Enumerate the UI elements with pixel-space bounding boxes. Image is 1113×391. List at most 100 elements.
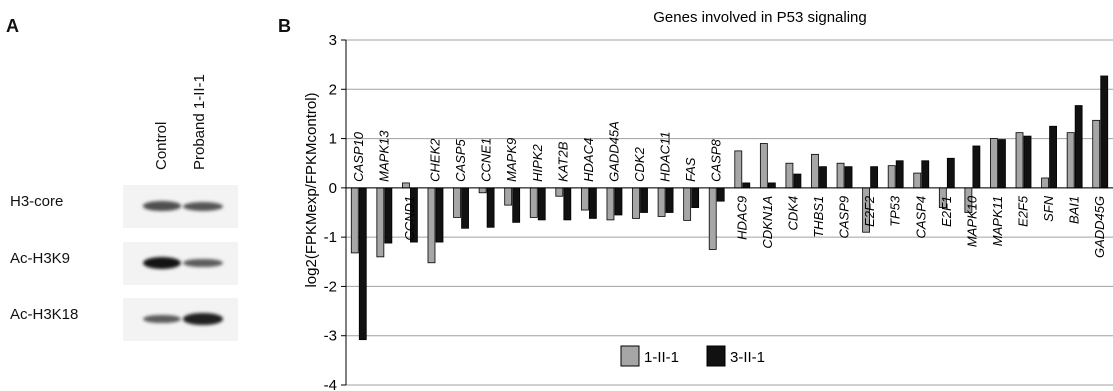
bar-1-II-1-SFN [1041, 177, 1049, 189]
bar-3-II-1-BAI1 [1074, 105, 1083, 189]
legend: 1-II-1 3-II-1 [620, 345, 765, 367]
category-label-MAPK9: MAPK9 [504, 138, 519, 182]
bar-3-II-1-E2F2 [870, 166, 879, 189]
bar-3-II-1-CASP8 [716, 187, 725, 202]
bar-3-II-1-CASP10 [358, 187, 367, 341]
bar-1-II-1-HDAC11 [657, 187, 666, 217]
category-label-BAI1: BAI1 [1067, 196, 1082, 224]
bar-3-II-1-E2F5 [1023, 135, 1032, 189]
legend-label-1-ii-1: 1-II-1 [644, 349, 679, 366]
bar-3-II-1-MAPK13 [384, 187, 393, 244]
legend-swatch-1-ii-1 [620, 345, 640, 367]
blot-band [143, 314, 181, 324]
category-label-HDAC9: HDAC9 [734, 196, 749, 240]
bar-3-II-1-TP53 [895, 160, 904, 189]
category-label-CCND1: CCND1 [402, 196, 417, 241]
bar-3-II-1-HDAC9 [742, 182, 751, 189]
legend-swatch-3-ii-1 [706, 345, 726, 367]
bar-1-II-1-FAS [683, 187, 692, 221]
bar-3-II-1-CASP4 [921, 160, 930, 189]
category-label-MAPK11: MAPK11 [990, 196, 1005, 246]
lane-label-proband: Proband 1-II-1 [191, 74, 208, 170]
blot-band [183, 258, 223, 268]
bar-1-II-1-TP53 [887, 165, 896, 189]
y-tick-label: 2 [329, 81, 337, 98]
bar-3-II-1-CCNE1 [486, 187, 495, 228]
lane-label-control: Control [153, 121, 170, 170]
category-label-MAPK10: MAPK10 [964, 195, 979, 247]
blot-band [143, 257, 181, 269]
bar-3-II-1-CASP9 [844, 166, 853, 189]
bar-3-II-1-CDK4 [793, 173, 802, 189]
bar-3-II-1-MAPK9 [512, 187, 521, 223]
category-label-MAPK13: MAPK13 [376, 130, 391, 182]
category-label-CASP8: CASP8 [709, 138, 724, 181]
category-label-HIPK2: HIPK2 [530, 144, 545, 182]
y-tick-label: 0 [329, 180, 337, 197]
bar-1-II-1-CASP5 [453, 187, 461, 218]
blot-ac-h3k9 [123, 242, 238, 285]
blot-band [143, 201, 181, 211]
y-axis-label: log2(FPKMexp/FPKMcontrol) [303, 92, 320, 287]
bar-1-II-1-CCND1 [402, 182, 410, 189]
bar-1-II-1-CDK2 [632, 187, 640, 219]
bar-1-II-1-CASP10 [350, 187, 359, 254]
category-label-E2F2: E2F2 [862, 195, 877, 227]
category-label-HDAC11: HDAC11 [658, 132, 673, 182]
bar-1-II-1-CDK4 [785, 162, 794, 189]
bar-3-II-1-HDAC4 [588, 187, 597, 219]
y-tick-label: 1 [329, 131, 337, 148]
bar-3-II-1-CHEK2 [435, 187, 444, 243]
bar-1-II-1-MAPK13 [376, 187, 385, 258]
bar-1-II-1-KAT2B [555, 187, 564, 197]
blot-label-ac-h3k9: Ac-H3K9 [10, 250, 71, 267]
bar-3-II-1-FAS [691, 187, 700, 208]
bar-1-II-1-HDAC9 [734, 150, 743, 189]
category-label-E2F1: E2F1 [939, 196, 954, 227]
bar-1-II-1-CHEK2 [427, 187, 436, 264]
y-tick-label: -2 [324, 278, 337, 295]
chart-title: Genes involved in P53 signaling [653, 9, 866, 26]
p53-bar-chart: Genes involved in P53 signaling log2(FPK… [303, 9, 1113, 391]
bar-3-II-1-KAT2B [563, 187, 572, 221]
bar-3-II-1-CDKN1A [767, 182, 776, 189]
bar-1-II-1-CCNE1 [478, 187, 487, 194]
bar-3-II-1-E2F1 [946, 157, 955, 189]
bar-3-II-1-GADD45G [1100, 75, 1109, 189]
category-label-SFN: SFN [1041, 195, 1056, 222]
bar-3-II-1-SFN [1049, 125, 1057, 189]
bar-1-II-1-CASP4 [913, 172, 922, 189]
category-labels: CASP10 MAPK13 CCND1 CHEK2 CASP5 CCNE1 MAPK9 HIP… [351, 121, 1107, 258]
bar-3-II-1-CDK2 [640, 187, 648, 213]
blot-label-ac-h3k18: Ac-H3K18 [10, 306, 79, 323]
y-tick-label: -3 [324, 328, 337, 345]
legend-label-3-ii-1: 3-II-1 [730, 349, 765, 366]
panel-b-letter: B [278, 16, 291, 36]
y-tick-label: 3 [329, 32, 337, 49]
blot-label-h3-core: H3-core [10, 193, 64, 210]
category-label-HDAC4: HDAC4 [581, 138, 596, 182]
category-label-CASP10: CASP10 [351, 131, 366, 182]
western-blot-panel: A Control Proband 1-II-1 H3-core Ac-H3K9… [0, 0, 290, 391]
bar-3-II-1-THBS1 [819, 166, 827, 189]
y-tick-label: -1 [324, 229, 337, 246]
bar-1-II-1-CASP8 [708, 187, 717, 250]
y-tick-label: -4 [324, 377, 337, 391]
bar-3-II-1-GADD45A [614, 187, 623, 216]
bar-3-II-1-HIPK2 [537, 187, 546, 221]
bar-1-II-1-E2F5 [1015, 132, 1024, 189]
category-label-E2F5: E2F5 [1016, 195, 1031, 227]
category-label-CASP9: CASP9 [837, 196, 852, 239]
bar-1-II-1-CDKN1A [759, 143, 768, 189]
blot-ac-h3k18 [123, 298, 238, 341]
bar-1-II-1-THBS1 [811, 153, 819, 189]
category-label-THBS1: THBS1 [811, 196, 826, 238]
category-label-GADD45A: GADD45A [606, 121, 621, 182]
bar-1-II-1-MAPK11 [990, 138, 998, 189]
bar-3-II-1-HDAC11 [665, 187, 674, 213]
bar-3-II-1-MAPK11 [998, 139, 1006, 189]
bar-1-II-1-HIPK2 [529, 187, 538, 218]
bar-3-II-1-MAPK10 [972, 145, 981, 189]
bar-1-II-1-CASP9 [836, 162, 845, 189]
category-label-CDK4: CDK4 [785, 196, 800, 231]
